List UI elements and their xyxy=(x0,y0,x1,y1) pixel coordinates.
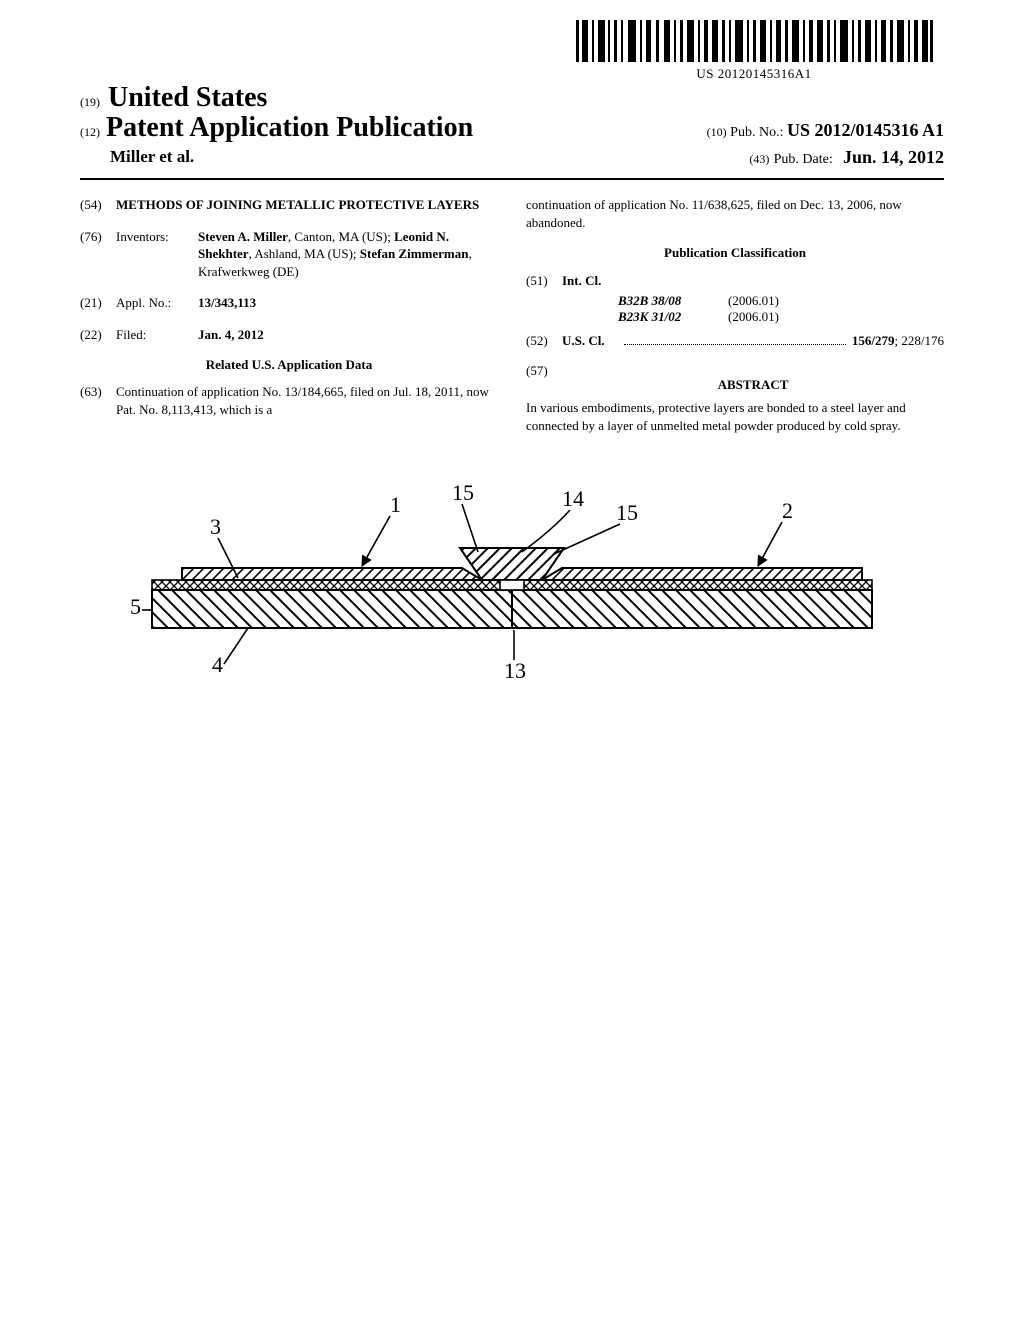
uscl-label: U.S. Cl. xyxy=(562,333,618,349)
leader-dots xyxy=(624,329,846,345)
invention-title: METHODS OF JOINING METALLIC PROTECTIVE L… xyxy=(116,196,498,214)
barcode-region: US 20120145316A1 xyxy=(574,20,934,82)
barcode-text: US 20120145316A1 xyxy=(574,66,934,82)
inventors-value: Steven A. Miller, Canton, MA (US); Leoni… xyxy=(198,228,498,281)
pub-date-label: Pub. Date: xyxy=(774,152,833,167)
publication-date: Jun. 14, 2012 xyxy=(843,147,944,167)
figure-label: 5 xyxy=(130,594,141,619)
title-code: (54) xyxy=(80,196,116,214)
figure: 15 1 14 15 2 3 5 4 13 xyxy=(80,470,944,690)
pub-prefix: (12) xyxy=(80,125,100,140)
figure-label: 1 xyxy=(390,492,401,517)
figure-label: 15 xyxy=(616,500,638,525)
intcl-row: B32B 38/08 (2006.01) xyxy=(618,293,944,309)
filed-label: Filed: xyxy=(116,326,198,344)
intcl-code-value: B32B 38/08 xyxy=(618,293,728,309)
abstract-heading: ABSTRACT xyxy=(562,377,944,393)
header-rule xyxy=(80,178,944,180)
intcl-year: (2006.01) xyxy=(728,309,779,325)
inventor-loc: , Ashland, MA (US); xyxy=(249,246,360,261)
inventor-loc: , Canton, MA (US); xyxy=(288,229,394,244)
application-number: 13/343,113 xyxy=(198,294,498,312)
figure-svg: 15 1 14 15 2 3 5 4 13 xyxy=(122,470,902,690)
right-column: continuation of application No. 11/638,6… xyxy=(526,196,944,434)
intcl-label: Int. Cl. xyxy=(562,273,618,289)
figure-label: 13 xyxy=(504,658,526,683)
figure-label: 4 xyxy=(212,652,223,677)
continuation-text: Continuation of application No. 13/184,6… xyxy=(116,383,498,418)
uscl-primary: 156/279 xyxy=(852,333,895,348)
uscl-secondary: ; 228/176 xyxy=(895,333,944,348)
intcl-row: B23K 31/02 (2006.01) xyxy=(618,309,944,325)
jurisdiction-prefix: (19) xyxy=(80,95,100,109)
barcode xyxy=(574,20,934,62)
inventor-name: Stefan Zimmerman xyxy=(360,246,469,261)
figure-label: 15 xyxy=(452,480,474,505)
header: (19) United States (12) Patent Applicati… xyxy=(80,82,944,168)
appl-label: Appl. No.: xyxy=(116,294,198,312)
appl-code: (21) xyxy=(80,294,116,312)
bibliographic-section: (54) METHODS OF JOINING METALLIC PROTECT… xyxy=(80,196,944,434)
inventors-label: Inventors: xyxy=(116,228,198,281)
figure-label: 3 xyxy=(210,514,221,539)
abstract-code: (57) xyxy=(526,363,562,399)
jurisdiction: United States xyxy=(108,82,267,114)
uscl-value: 156/279; 228/176 xyxy=(852,333,944,349)
intcl-year: (2006.01) xyxy=(728,293,779,309)
figure-label: 2 xyxy=(782,498,793,523)
intcl-code: (51) xyxy=(526,273,562,289)
publication-number: US 2012/0145316 A1 xyxy=(787,120,944,140)
classification-heading: Publication Classification xyxy=(526,245,944,261)
continuation-code: (63) xyxy=(80,383,116,418)
figure-label: 14 xyxy=(562,486,584,511)
pub-num-label: Pub. No.: xyxy=(730,125,783,140)
related-data-heading: Related U.S. Application Data xyxy=(80,357,498,373)
abstract-text: In various embodiments, protective layer… xyxy=(526,399,944,434)
uscl-code: (52) xyxy=(526,333,562,349)
inventor-name: Steven A. Miller xyxy=(198,229,288,244)
intcl-code-value: B23K 31/02 xyxy=(618,309,728,325)
author-line: Miller et al. xyxy=(110,147,194,168)
inventors-code: (76) xyxy=(80,228,116,281)
filed-date: Jan. 4, 2012 xyxy=(198,326,498,344)
pub-date-prefix: (43) xyxy=(749,152,769,166)
filed-code: (22) xyxy=(80,326,116,344)
publication-type: Patent Application Publication xyxy=(106,112,473,144)
left-column: (54) METHODS OF JOINING METALLIC PROTECT… xyxy=(80,196,498,434)
continuation-text-cont: continuation of application No. 11/638,6… xyxy=(526,196,944,231)
pub-num-prefix: (10) xyxy=(707,125,727,139)
